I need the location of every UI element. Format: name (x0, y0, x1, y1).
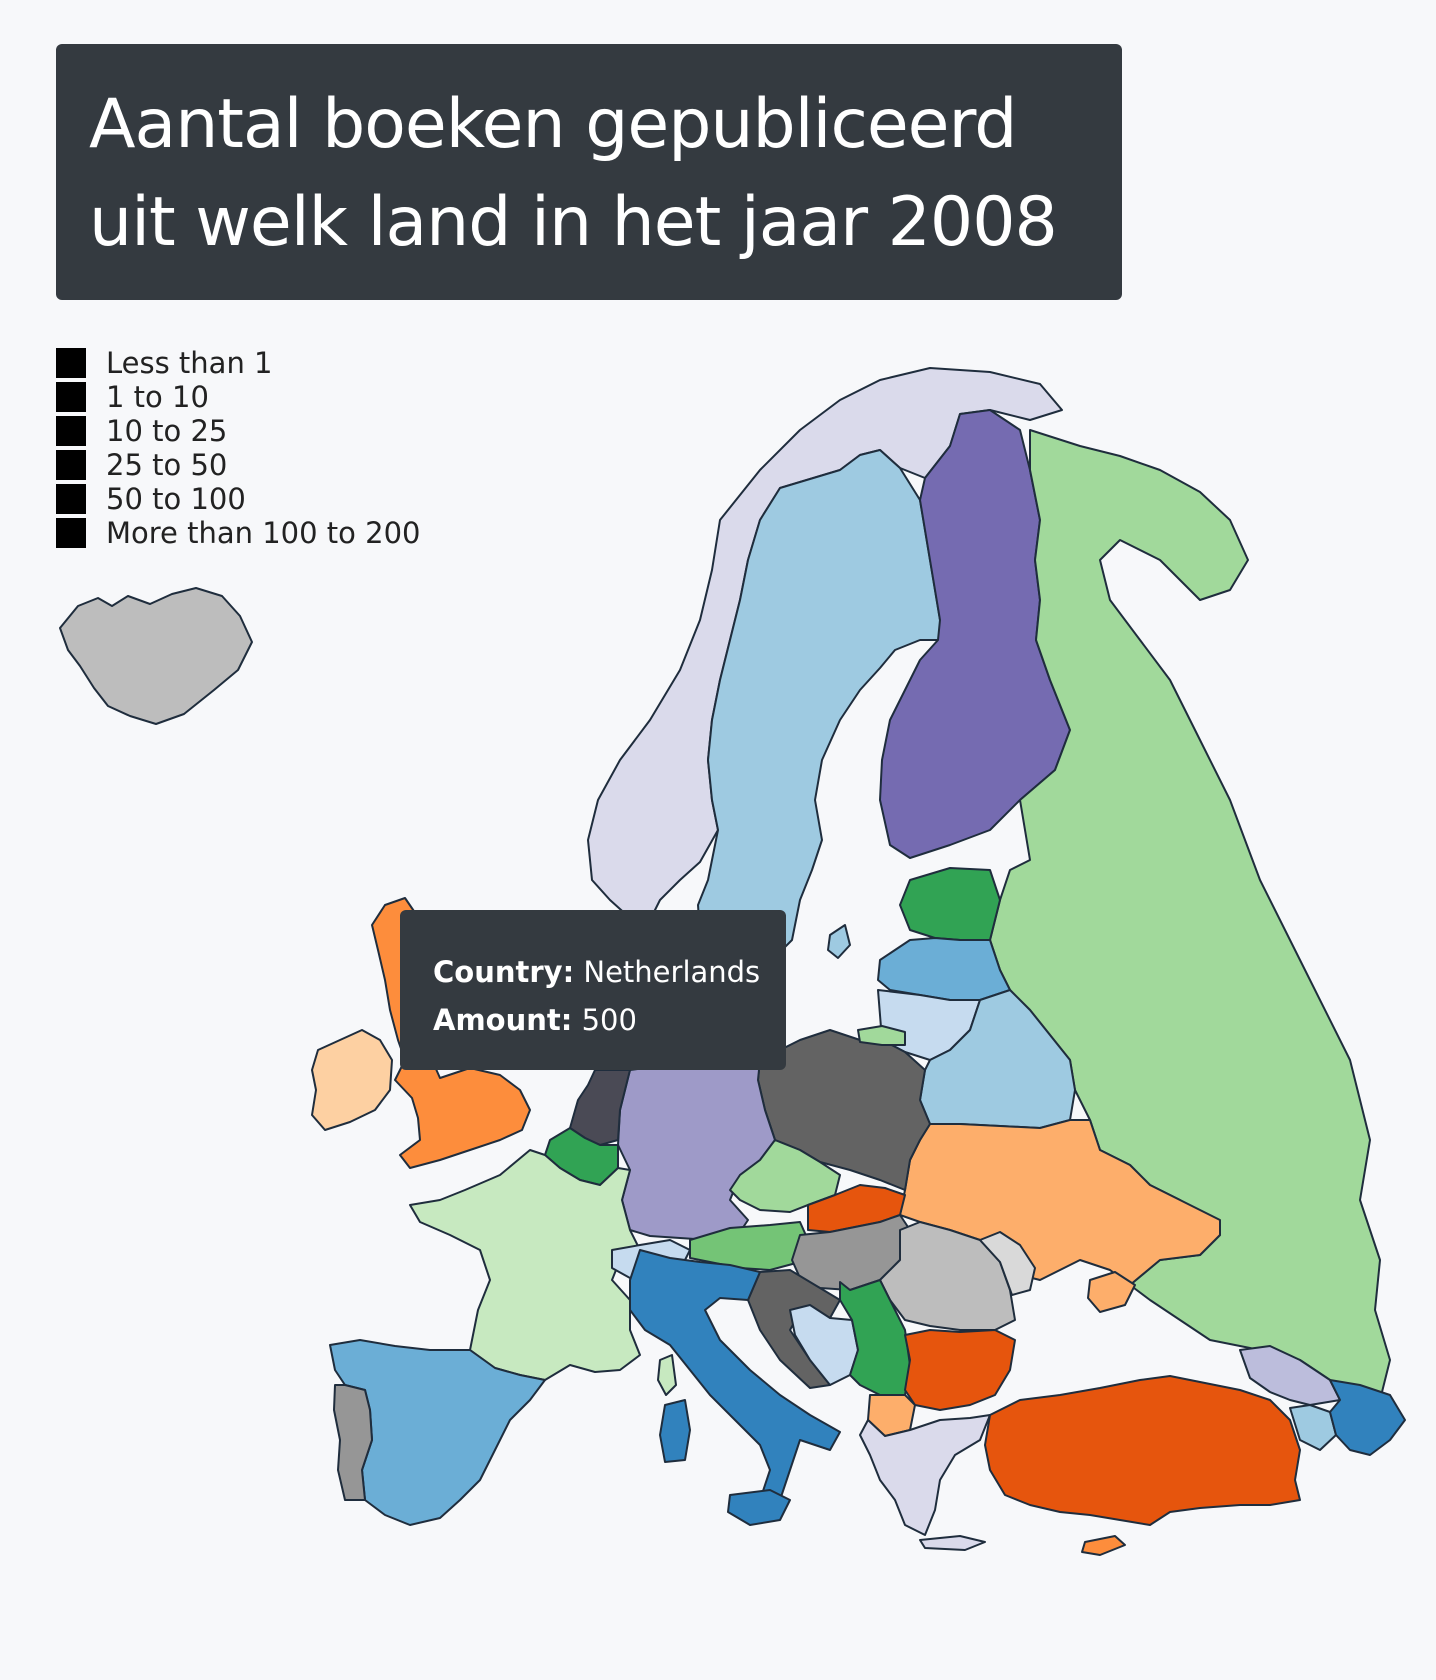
country-georgia[interactable] (1239, 1345, 1341, 1406)
legend-label: 50 to 100 (106, 482, 246, 516)
country-germany[interactable] (617, 1059, 776, 1241)
legend-swatch (56, 348, 86, 378)
tooltip-amount-key: Amount: (433, 1003, 573, 1037)
country-portugal[interactable] (333, 1384, 373, 1501)
map-title-line-1: Aantal boeken gepubliceerd (89, 85, 1017, 164)
country-italy[interactable] (629, 1249, 841, 1501)
legend-label: 10 to 25 (106, 414, 228, 448)
legend-swatch (56, 382, 86, 412)
legend-item-25-to-50: 25 to 50 (56, 448, 420, 482)
legend-item-more-than-100: More than 100 to 200 (56, 516, 420, 550)
map-title-line-2: uit welk land in het jaar 2008 (89, 183, 1058, 262)
country-greece[interactable] (859, 1414, 991, 1536)
country-iceland[interactable] (59, 587, 253, 725)
country-cyprus[interactable] (1081, 1535, 1126, 1556)
country-russia-kaliningrad[interactable] (857, 1025, 906, 1046)
country-ireland[interactable] (311, 1029, 393, 1131)
country-azerbaijan[interactable] (1329, 1379, 1406, 1456)
legend-label: 1 to 10 (106, 380, 209, 414)
legend-swatch (56, 416, 86, 446)
title-box: Aantal boeken gepubliceerd uit welk land… (56, 44, 1122, 300)
tooltip-country-row: Country: Netherlands (433, 948, 786, 996)
country-ukraine-crimea[interactable] (1087, 1271, 1136, 1313)
tooltip: Country: Netherlands Amount: 500 (400, 910, 786, 1070)
legend: Less than 1 1 to 10 10 to 25 25 to 50 50… (56, 346, 420, 550)
country-italy-sicily[interactable] (727, 1489, 791, 1526)
tooltip-amount-value: 500 (581, 1003, 637, 1037)
legend-item-1-to-10: 1 to 10 (56, 380, 420, 414)
legend-swatch (56, 450, 86, 480)
country-sweden-gotland[interactable] (827, 924, 851, 959)
legend-item-less-than-1: Less than 1 (56, 346, 420, 380)
country-france-corsica[interactable] (657, 1354, 677, 1396)
tooltip-country-value: Netherlands (583, 955, 761, 989)
country-france[interactable] (409, 1149, 641, 1381)
legend-swatch (56, 518, 86, 548)
country-russia[interactable] (989, 429, 1391, 1411)
legend-swatch (56, 484, 86, 514)
legend-label: 25 to 50 (106, 448, 228, 482)
country-latvia[interactable] (877, 937, 1011, 1001)
country-bulgaria[interactable] (904, 1329, 1016, 1411)
country-turkey[interactable] (984, 1375, 1301, 1526)
legend-label: Less than 1 (106, 346, 273, 380)
country-greece-crete[interactable] (919, 1535, 986, 1551)
country-finland[interactable] (879, 409, 1071, 859)
tooltip-country-key: Country: (433, 955, 575, 989)
country-estonia[interactable] (899, 867, 1001, 941)
legend-label: More than 100 to 200 (106, 516, 421, 550)
tooltip-amount-row: Amount: 500 (433, 996, 786, 1044)
legend-item-10-to-25: 10 to 25 (56, 414, 420, 448)
country-moldova[interactable] (979, 1231, 1036, 1296)
legend-item-50-to-100: 50 to 100 (56, 482, 420, 516)
country-italy-sardinia[interactable] (659, 1399, 691, 1463)
